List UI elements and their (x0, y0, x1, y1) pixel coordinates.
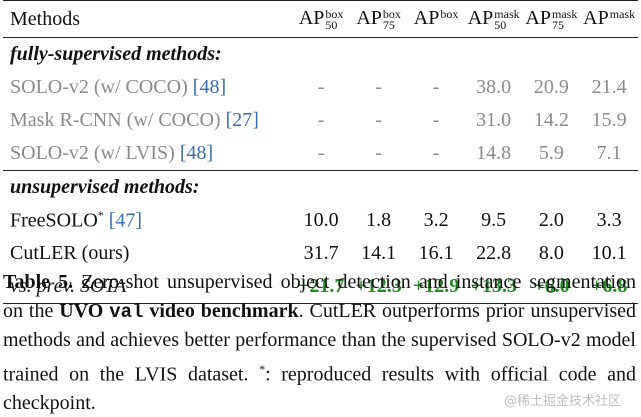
table-caption: Table 5. Zero-shot unsupervised object d… (3, 271, 637, 414)
caption-label: Table 5. (3, 271, 74, 293)
value-cell: 10.1 (591, 242, 627, 264)
delta-value: +6.0 (522, 270, 581, 304)
value-cell: - (375, 142, 382, 164)
value-cell: - (432, 76, 440, 98)
value-cell: 31.0 (476, 109, 512, 131)
header-ap-box: AP box (407, 0, 465, 38)
delta-label: vs. prev. SOTA (3, 270, 293, 304)
header-ap-box-75: AP box 75 (349, 0, 408, 38)
delta-value: +21.7 (292, 270, 350, 304)
table-row: CutLER (ours) 31.7 14.1 16.1 22.8 8.0 10… (3, 237, 638, 270)
value-cell: 15.9 (591, 109, 627, 131)
method-name: SOLO-v2 (w/ LVIS) [48] (10, 142, 214, 164)
value-cell: 8.0 (538, 242, 564, 264)
section-title-row: fully-supervised methods: (3, 38, 638, 72)
value-cell: 1.8 (366, 209, 392, 231)
value-cell: 14.8 (476, 142, 512, 164)
watermark: @稀土掘金技术社区 (503, 394, 621, 409)
value-cell: - (317, 142, 325, 164)
value-cell: 14.1 (361, 242, 397, 264)
section-title: unsupervised methods: (3, 170, 638, 204)
value-cell: 7.1 (596, 142, 622, 164)
table-row: Mask R-CNN (w/ COCO) [27] - - - 31.0 14.… (3, 104, 638, 137)
delta-value: +12.3 (349, 270, 408, 304)
value-cell: 20.9 (533, 76, 569, 98)
value-cell: - (375, 109, 382, 131)
header-ap-mask: AP mask (580, 0, 638, 38)
value-cell: - (432, 109, 440, 131)
table-row: FreeSOLO* [47] 10.0 1.8 3.2 9.5 2.0 3.3 (3, 204, 638, 237)
value-cell: - (317, 76, 325, 98)
header-methods: Methods (3, 0, 293, 38)
method-name: CutLER (ours) (10, 242, 130, 264)
results-table: Methods AP box 50 AP box 75 AP box AP mask 50 A… (3, 0, 638, 304)
value-cell: 21.4 (591, 76, 627, 98)
section-title: fully-supervised methods: (10, 43, 222, 65)
value-cell: 5.9 (538, 142, 564, 164)
method-name: Mask R-CNN (w/ COCO) [27] (10, 109, 259, 131)
value-cell: 10.0 (303, 209, 339, 231)
value-cell: - (317, 109, 325, 131)
value-cell: 3.2 (423, 209, 449, 231)
value-cell: 2.0 (538, 209, 564, 231)
table-row: SOLO-v2 (w/ LVIS) [48] - - - 14.8 5.9 7.… (3, 137, 638, 171)
value-cell: 14.2 (533, 109, 569, 131)
value-cell: 16.1 (418, 242, 454, 264)
header-ap-box-50: AP box 50 (292, 0, 350, 38)
delta-value: +13.3 (464, 270, 523, 304)
value-cell: - (375, 76, 382, 98)
header-ap-mask-50: AP mask 50 (464, 0, 523, 38)
header-ap-mask-75: AP mask 75 (522, 0, 581, 38)
value-cell: 3.3 (596, 209, 622, 231)
section-title-row: unsupervised methods: (3, 170, 638, 204)
citation-link[interactable]: [27] (225, 109, 259, 131)
delta-value: +6.8 (580, 270, 638, 304)
citation-link[interactable]: [47] (108, 209, 143, 232)
method-name: SOLO-v2 (w/ COCO) [48] (10, 76, 227, 98)
value-cell: - (432, 142, 440, 164)
value-cell: 38.0 (476, 76, 512, 98)
citation-link[interactable]: [48] (192, 76, 227, 98)
value-cell: 9.5 (481, 209, 507, 231)
citation-link[interactable]: [48] (179, 142, 214, 164)
delta-value: +12.9 (407, 270, 465, 304)
value-cell: 22.8 (476, 242, 512, 264)
method-name: FreeSOLO* [47] (10, 208, 143, 232)
value-cell: 31.7 (303, 242, 339, 264)
table-row: SOLO-v2 (w/ COCO) [48] - - - 38.0 20.9 2… (3, 71, 638, 104)
delta-row: vs. prev. SOTA +21.7 +12.3 +12.9 +13.3 +… (3, 270, 638, 304)
table-header-row: Methods AP box 50 AP box 75 AP box AP mask 50 A… (3, 0, 638, 38)
